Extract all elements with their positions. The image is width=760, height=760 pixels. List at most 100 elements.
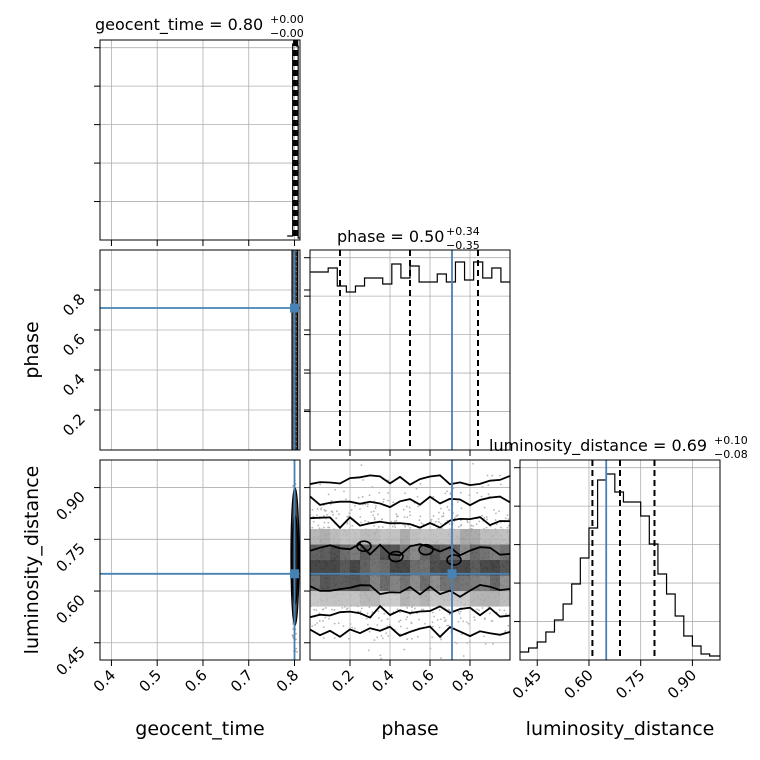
density-cell <box>320 575 330 592</box>
density-cell <box>480 544 490 560</box>
sample-point <box>311 526 314 529</box>
density-cell <box>480 528 490 545</box>
sample-point <box>407 524 410 527</box>
sample-point <box>476 491 479 494</box>
sample-point <box>351 524 354 527</box>
density-cell <box>440 544 450 560</box>
sample-point <box>494 519 497 521</box>
density-cell <box>470 544 480 560</box>
sample-point <box>416 635 419 638</box>
sample-point <box>357 496 360 499</box>
density-cell <box>350 575 360 592</box>
truth-marker <box>290 303 300 313</box>
sample-point <box>320 507 323 509</box>
sample-point <box>374 507 377 510</box>
sample-point <box>455 642 458 645</box>
sample-point <box>328 664 330 666</box>
sample-point <box>322 637 325 639</box>
sample-point <box>406 627 409 630</box>
sample-point <box>382 500 385 503</box>
density-cell <box>410 544 420 560</box>
sample-point <box>439 522 442 525</box>
sample-point <box>333 637 336 640</box>
sample-point <box>408 506 411 509</box>
sample-point <box>422 608 425 611</box>
title-luminosity-distance-plus: +0.10 <box>714 434 748 447</box>
density-cell <box>460 591 470 607</box>
title-phase-plus: +0.34 <box>446 225 480 238</box>
density-cell <box>450 560 460 576</box>
sample-point <box>429 520 432 523</box>
sample-point <box>403 648 406 651</box>
xlabel-luminosity-distance: luminosity_distance <box>526 718 715 740</box>
sample-point <box>499 474 501 477</box>
sample-point <box>376 624 379 626</box>
sample-point <box>382 498 385 501</box>
sample-point <box>313 608 316 611</box>
sample-point <box>348 512 351 515</box>
sample-point <box>455 515 458 518</box>
y-tick-label: 0.4 <box>59 370 89 400</box>
sample-point <box>493 508 495 511</box>
density-cell <box>480 591 490 607</box>
density-cell <box>360 544 370 560</box>
density-cell <box>440 560 450 576</box>
sample-point <box>345 608 348 611</box>
sample-point <box>460 507 463 510</box>
sample-point <box>331 608 333 611</box>
sample-point <box>315 514 318 517</box>
sample-point <box>334 488 337 491</box>
sample-point <box>481 485 484 488</box>
sample-point <box>498 609 501 612</box>
density-cell <box>380 528 390 545</box>
contour-line <box>310 516 510 530</box>
sample-point <box>327 521 330 524</box>
sample-point <box>335 510 338 513</box>
sample-point <box>377 525 380 528</box>
density-cell <box>310 560 320 576</box>
density-cell <box>390 591 400 607</box>
sample-point <box>322 514 325 517</box>
sample-point <box>507 518 510 521</box>
sample-point <box>483 635 486 638</box>
sample-point <box>312 520 315 523</box>
sample-point <box>361 495 364 498</box>
sample-point <box>379 654 382 657</box>
sample-point <box>320 508 322 511</box>
sample-point <box>503 609 506 612</box>
sample-point <box>462 655 465 657</box>
sample-point <box>368 630 371 633</box>
density-cell <box>310 591 320 607</box>
contour-line <box>356 540 372 553</box>
sample-point <box>393 520 396 523</box>
sample-point <box>416 495 419 498</box>
density-cell <box>420 560 430 576</box>
sample-point <box>318 527 321 530</box>
sample-point <box>448 613 451 616</box>
sample-point <box>452 487 455 490</box>
sample-point <box>295 687 297 689</box>
sample-point <box>395 513 398 516</box>
sample-point <box>335 517 338 520</box>
sample-point <box>456 514 459 517</box>
sample-point <box>295 632 297 635</box>
sample-point <box>478 520 481 523</box>
sample-point <box>419 482 422 485</box>
sample-point <box>322 526 325 529</box>
density-cell <box>360 528 370 545</box>
sample-point <box>347 637 350 640</box>
sample-point <box>409 613 412 616</box>
sample-point <box>467 622 470 625</box>
sample-point <box>456 501 459 504</box>
density-cell <box>500 591 510 607</box>
sample-point <box>368 494 371 497</box>
sample-point <box>366 505 369 508</box>
sample-point <box>406 638 409 641</box>
sample-point <box>404 492 406 495</box>
sample-point <box>459 519 462 522</box>
sample-point <box>292 484 294 487</box>
sample-point <box>409 526 412 529</box>
density-cell <box>440 528 450 545</box>
title-phase: phase = 0.50 <box>337 227 444 246</box>
sample-point <box>316 622 318 624</box>
